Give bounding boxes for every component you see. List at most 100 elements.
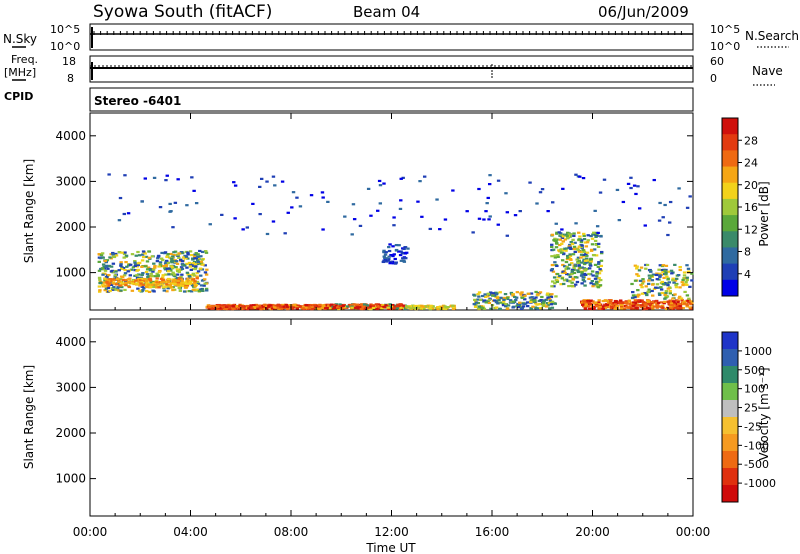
data-cell xyxy=(152,176,157,179)
data-cell xyxy=(353,303,357,306)
data-cell xyxy=(550,268,555,271)
data-cell xyxy=(349,304,354,307)
data-cell xyxy=(673,293,677,296)
data-cell xyxy=(495,296,500,300)
data-cell xyxy=(156,255,161,258)
data-cell xyxy=(412,307,417,310)
data-cell xyxy=(511,300,516,303)
data-cell xyxy=(292,304,297,307)
data-cell xyxy=(148,267,152,271)
data-cell xyxy=(553,237,557,240)
power-colorbar-label: Power [dB] xyxy=(757,181,771,246)
data-cell xyxy=(371,307,376,310)
data-cell xyxy=(657,219,662,222)
data-cell xyxy=(173,201,178,204)
data-cell xyxy=(130,289,135,292)
data-cell xyxy=(338,303,342,306)
data-cell xyxy=(399,259,404,262)
data-cell xyxy=(587,277,591,281)
data-cell xyxy=(535,307,540,310)
data-cell xyxy=(263,303,267,306)
data-cell xyxy=(176,281,181,284)
data-cell xyxy=(106,290,111,293)
data-cell xyxy=(170,281,175,284)
data-cell xyxy=(658,305,662,308)
data-cell xyxy=(451,189,455,192)
data-cell xyxy=(172,280,176,283)
colorbar-swatch xyxy=(722,468,738,486)
data-cell xyxy=(592,254,596,257)
data-cell xyxy=(109,253,113,256)
data-cell xyxy=(664,290,669,293)
data-cell xyxy=(573,241,577,244)
data-cell xyxy=(688,306,692,309)
data-cell xyxy=(541,302,545,305)
cpid-panel xyxy=(89,87,694,112)
data-cell xyxy=(580,244,584,247)
data-cell xyxy=(485,202,489,205)
data-cell xyxy=(672,300,676,303)
data-cell xyxy=(597,299,601,302)
data-cell xyxy=(166,273,171,276)
colorbar-swatch xyxy=(722,383,738,401)
data-cell xyxy=(576,256,581,259)
data-cell xyxy=(509,300,513,303)
data-cell xyxy=(546,304,550,307)
data-cell xyxy=(685,264,689,267)
data-cell xyxy=(440,307,445,310)
data-cell xyxy=(378,202,383,205)
data-cell xyxy=(190,264,195,267)
data-cell xyxy=(641,301,646,304)
data-cell xyxy=(588,264,593,267)
data-cell xyxy=(146,283,151,286)
data-cell xyxy=(419,307,424,310)
data-cell xyxy=(145,285,149,288)
data-cell xyxy=(301,307,305,310)
data-cell xyxy=(132,282,136,286)
data-cell xyxy=(165,283,169,286)
data-cell xyxy=(649,270,653,273)
data-cell xyxy=(530,296,534,299)
data-cell xyxy=(376,303,381,306)
data-cell xyxy=(159,264,163,268)
data-cell xyxy=(327,304,331,307)
data-cell xyxy=(565,257,570,261)
data-cell xyxy=(184,286,189,289)
data-cell xyxy=(681,278,685,282)
data-cell xyxy=(104,284,108,287)
colorbar-tick: 28 xyxy=(744,134,758,147)
data-cell xyxy=(632,184,637,187)
data-cell xyxy=(652,178,656,182)
data-cell xyxy=(655,283,660,286)
data-cell xyxy=(298,305,302,308)
data-cell xyxy=(595,283,600,287)
data-cell xyxy=(142,287,146,290)
data-cell xyxy=(641,307,646,311)
data-cell xyxy=(350,233,354,236)
data-cell xyxy=(181,283,185,286)
data-cell xyxy=(241,228,245,231)
data-cell xyxy=(150,274,154,278)
data-cell xyxy=(133,264,137,268)
data-cell xyxy=(402,260,407,263)
data-cell xyxy=(130,253,135,256)
data-cell xyxy=(117,251,122,254)
data-cell xyxy=(651,283,655,286)
data-cell xyxy=(609,299,613,302)
data-cell xyxy=(149,272,153,275)
data-cell xyxy=(399,306,403,309)
data-cell xyxy=(103,269,108,272)
data-cell xyxy=(673,263,677,266)
colorbar-tick: 500 xyxy=(744,364,765,377)
data-cell xyxy=(596,280,601,283)
data-cell xyxy=(180,281,185,284)
data-cell xyxy=(597,261,601,264)
data-cell xyxy=(674,283,678,287)
colorbar-swatch xyxy=(722,215,738,232)
data-cell xyxy=(130,282,135,285)
data-cell xyxy=(536,293,540,296)
data-cell xyxy=(631,290,635,294)
data-cell xyxy=(225,304,229,307)
data-cell xyxy=(580,282,584,285)
data-cell xyxy=(550,263,555,267)
